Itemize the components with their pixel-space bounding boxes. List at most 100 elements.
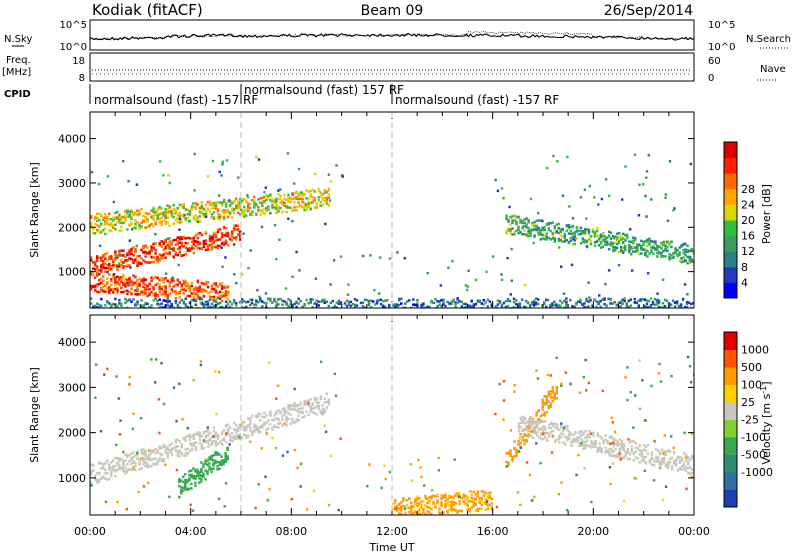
heatmap-cell [128,210,131,213]
heatmap-cell [533,495,536,499]
heatmap-cell [281,414,284,418]
heatmap-cell [599,300,602,303]
heatmap-cell [539,238,542,241]
heatmap-cell [547,390,550,394]
heatmap-cell [682,252,685,255]
heatmap-cell [398,503,401,506]
heatmap-cell [540,437,543,441]
heatmap-cell [214,459,217,463]
heatmap-cell [436,501,439,504]
heatmap-cell [546,373,550,377]
heatmap-cell [673,301,677,304]
heatmap-cell [583,302,586,305]
heatmap-cell [286,152,290,155]
power-colorbar-tick: 12 [741,245,755,258]
heatmap-cell [442,511,445,514]
heatmap-cell [140,225,143,228]
heatmap-cell [569,236,573,240]
heatmap-cell [551,302,554,305]
heatmap-cell [172,285,175,288]
heatmap-cell [144,250,147,254]
heatmap-cell [590,440,593,443]
heatmap-cell [169,247,172,250]
heatmap-cell [454,494,457,497]
heatmap-cell [211,236,215,240]
heatmap-cell [549,238,552,241]
heatmap-cell [347,283,350,286]
heatmap-cell [128,277,131,281]
heatmap-cell [521,421,525,424]
heatmap-cell [212,454,215,457]
heatmap-cell [206,248,210,251]
heatmap-cell [224,234,228,237]
heatmap-cell [148,224,151,228]
heatmap-cell [188,442,192,446]
heatmap-cell [264,292,268,295]
heatmap-cell [329,454,333,458]
heatmap-cell [521,232,524,236]
heatmap-cell [118,299,121,302]
heatmap-cell [466,504,469,507]
heatmap-cell [208,443,212,447]
heatmap-cell [90,297,93,300]
heatmap-cell [597,203,600,206]
heatmap-cell [317,196,320,199]
heatmap-cell [505,214,508,217]
heatmap-cell [241,212,244,216]
heatmap-cell [116,265,119,269]
heatmap-cell [158,445,161,448]
heatmap-cell [212,299,216,303]
colorbar-frame [723,141,738,299]
heatmap-cell [170,447,173,451]
heatmap-cell [545,232,548,235]
heatmap-cell [315,202,318,205]
heatmap-cell [561,240,565,243]
heatmap-cell [275,410,278,413]
heatmap-cell [122,275,125,278]
heatmap-cell [196,287,200,290]
heatmap-cell [686,244,689,248]
heatmap-cell [557,237,561,241]
heatmap-cell [188,213,192,216]
heatmap-cell [216,208,220,211]
heatmap-cell [285,210,288,214]
heatmap-cell [410,504,413,508]
heatmap-cell [184,252,188,256]
heatmap-cell [130,223,133,226]
heatmap-cell [656,458,660,462]
heatmap-cell [180,486,183,489]
heatmap-cell [136,213,139,217]
heatmap-cell [682,242,685,246]
heatmap-cell [253,423,256,427]
heatmap-cell [690,260,693,263]
heatmap-cell [100,264,103,267]
heatmap-cell [484,301,488,304]
heatmap-cell [311,403,314,406]
heatmap-cell [515,451,518,454]
heatmap-cell [154,222,157,226]
heatmap-cell [583,228,587,231]
heatmap-cell [222,286,226,289]
heatmap-cell [507,227,510,230]
heatmap-cell [174,299,178,303]
heatmap-cell [120,221,123,225]
heatmap-cell [204,429,208,433]
heatmap-cell [688,261,691,264]
heatmap-cell [212,202,216,205]
heatmap-cell [607,242,611,246]
heatmap-cell [670,374,673,378]
heatmap-cell [400,512,403,515]
heatmap-cell [632,250,635,253]
heatmap-cell [160,245,163,248]
heatmap-cell [110,265,113,268]
heatmap-cell [154,248,157,252]
heatmap-cell [616,239,619,243]
velocity-colorbar-tick: 1000 [741,344,769,357]
heatmap-cell [152,277,155,280]
heatmap-cell [311,196,314,199]
heatmap-cell [92,463,95,467]
heatmap-cell [188,479,191,482]
heatmap-cell [610,450,613,453]
heatmap-cell [162,212,165,215]
heatmap-cell [184,485,187,488]
